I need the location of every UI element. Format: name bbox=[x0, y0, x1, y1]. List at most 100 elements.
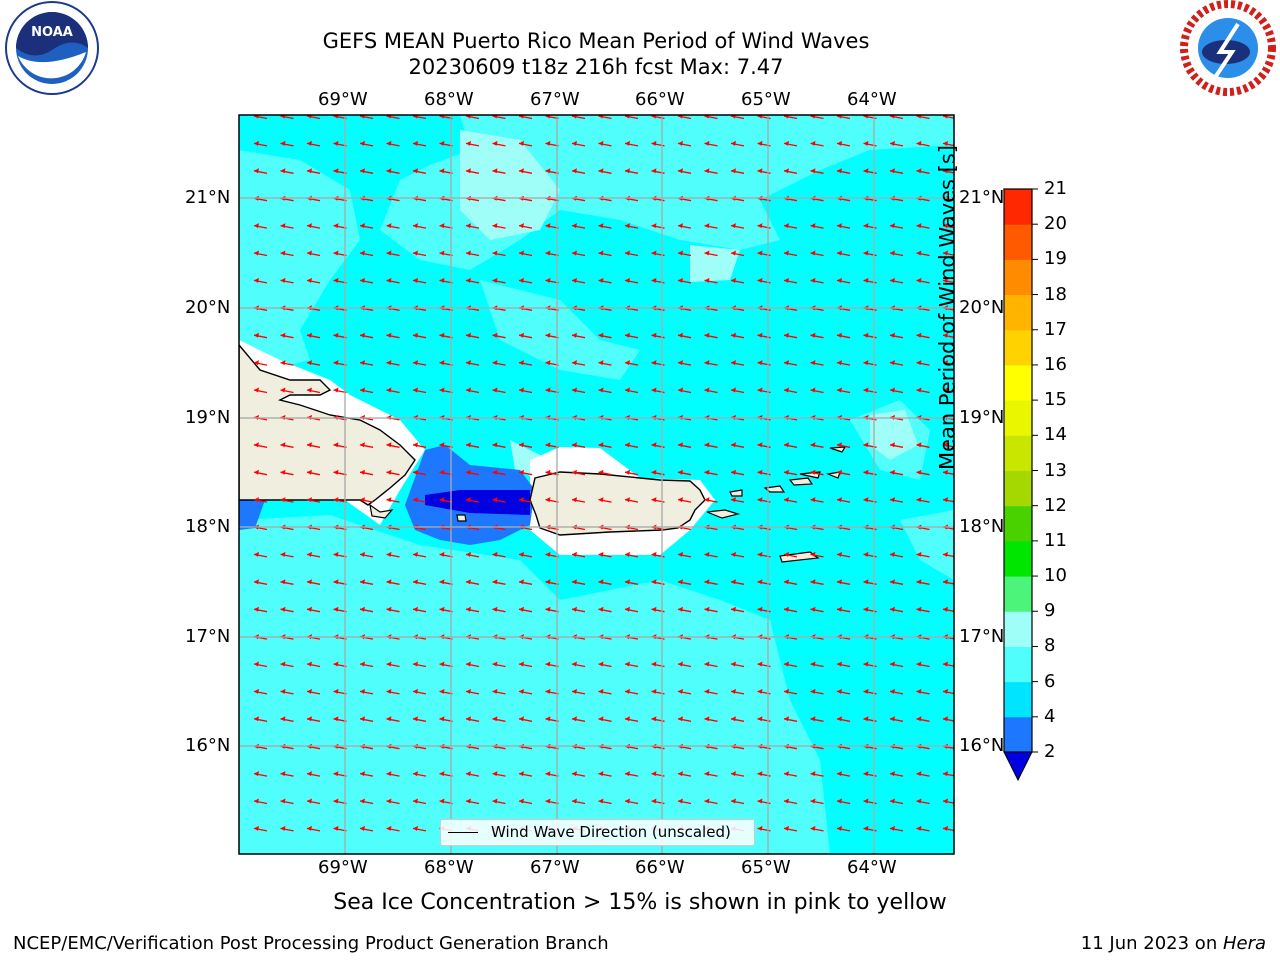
wind-arrow-head bbox=[307, 688, 312, 694]
wind-arrow-head bbox=[386, 168, 392, 174]
wind-arrow-head bbox=[333, 115, 339, 119]
wind-arrow-head bbox=[333, 387, 339, 393]
wind-arrow-head bbox=[333, 825, 339, 831]
wind-arrow-head bbox=[704, 223, 710, 229]
wind-arrow-head bbox=[466, 716, 471, 722]
wind-arrow-head bbox=[333, 579, 339, 585]
wind-arrow-head bbox=[704, 277, 710, 283]
wind-arrow-head bbox=[519, 115, 524, 119]
wind-arrow-head bbox=[651, 168, 657, 174]
colorbar-segment bbox=[1004, 470, 1032, 507]
wind-arrow-head bbox=[757, 387, 763, 393]
wind-arrow-head bbox=[413, 250, 418, 256]
wind-arrow-head bbox=[784, 579, 789, 585]
wind-arrow-head bbox=[333, 277, 339, 283]
wind-arrow-head bbox=[863, 606, 869, 612]
wind-arrow-head bbox=[810, 332, 816, 338]
wind-arrow-head bbox=[784, 606, 789, 612]
wind-arrow-head bbox=[598, 360, 604, 366]
wind-arrow-head bbox=[651, 551, 657, 557]
colorbar-segment bbox=[1004, 435, 1032, 471]
wind-arrow-head bbox=[863, 442, 869, 448]
sea-ice-note: Sea Ice Concentration > 15% is shown in … bbox=[333, 890, 947, 915]
wind-arrow-head bbox=[307, 140, 312, 146]
wind-arrow-head bbox=[545, 798, 551, 804]
wind-arrow-head bbox=[784, 277, 789, 283]
wind-arrow-head bbox=[890, 771, 895, 777]
wind-arrow-head bbox=[731, 716, 736, 722]
wind-arrow-head bbox=[625, 168, 630, 174]
wind-arrow-head bbox=[598, 688, 604, 694]
wind-arrow-head bbox=[360, 387, 365, 393]
wind-arrow-head bbox=[386, 332, 392, 338]
wind-arrow-head bbox=[360, 360, 365, 366]
wind-arrow-head bbox=[598, 606, 604, 612]
colorbar-tick-label: 15 bbox=[1044, 389, 1067, 411]
wind-arrow-head bbox=[333, 606, 339, 612]
wind-arrow-head bbox=[625, 360, 630, 366]
noaa-logo-text: NOAA bbox=[31, 25, 73, 40]
wind-arrow-head bbox=[439, 606, 445, 612]
wind-arrow-head bbox=[890, 387, 895, 393]
colorbar-tick-label: 20 bbox=[1044, 213, 1067, 235]
wind-arrow-head bbox=[916, 442, 922, 448]
lat-label-right: 19°N bbox=[959, 407, 1005, 428]
wind-arrow-head bbox=[651, 606, 657, 612]
wind-arrow-head bbox=[625, 387, 630, 393]
wind-arrow-head bbox=[678, 661, 683, 667]
wind-arrow-head bbox=[386, 442, 392, 448]
wind-arrow-head bbox=[704, 551, 710, 557]
wind-arrow-head bbox=[757, 798, 763, 804]
colorbar-segment bbox=[1004, 329, 1032, 366]
wind-arrow-head bbox=[678, 360, 683, 366]
wind-arrow-head bbox=[439, 688, 445, 694]
wind-arrow-head bbox=[360, 551, 365, 557]
wind-arrow-head bbox=[466, 277, 471, 283]
wind-arrow-head bbox=[307, 606, 312, 612]
wind-arrow-head bbox=[625, 277, 630, 283]
wind-arrow-head bbox=[439, 360, 445, 366]
wind-arrow-head bbox=[757, 332, 763, 338]
wind-arrow-head bbox=[280, 825, 286, 831]
colorbar-tick-label: 4 bbox=[1044, 705, 1056, 727]
colorbar-segment bbox=[1004, 189, 1032, 225]
wind-arrow-head bbox=[439, 497, 445, 503]
wind-arrow-head bbox=[598, 661, 604, 667]
wind-arrow-head bbox=[333, 688, 339, 694]
wind-arrow-head bbox=[810, 661, 816, 667]
wind-arrow-head bbox=[863, 661, 869, 667]
wind-arrow-head bbox=[466, 798, 471, 804]
wind-arrow-head bbox=[598, 168, 604, 174]
lon-label-bottom: 67°W bbox=[530, 857, 580, 878]
wind-arrow-head bbox=[784, 387, 789, 393]
wind-arrow-head bbox=[704, 798, 710, 804]
wind-arrow-head bbox=[386, 688, 392, 694]
wind-arrow-head bbox=[386, 115, 392, 119]
wind-arrow-head bbox=[572, 497, 577, 503]
wind-arrow-head bbox=[466, 223, 471, 229]
wind-arrow-head bbox=[704, 250, 710, 256]
wind-arrow-head bbox=[784, 771, 789, 777]
wind-arrow-head bbox=[863, 551, 869, 557]
wind-arrow-head bbox=[837, 661, 842, 667]
wind-arrow-head bbox=[492, 771, 498, 777]
wind-arrow-head bbox=[863, 140, 869, 146]
wind-arrow-head bbox=[307, 115, 312, 119]
wind-arrow-head bbox=[519, 387, 524, 393]
wind-arrow-head bbox=[678, 771, 683, 777]
wind-arrow-head bbox=[810, 469, 816, 475]
wind-arrow-head bbox=[784, 168, 789, 174]
wind-arrow-head bbox=[757, 277, 763, 283]
wind-arrow-head bbox=[704, 579, 710, 585]
wind-arrow-head bbox=[651, 688, 657, 694]
wind-arrow-head bbox=[731, 332, 736, 338]
wind-arrow-head bbox=[916, 250, 922, 256]
wind-arrow-head bbox=[333, 250, 339, 256]
colorbar-tick-label: 18 bbox=[1044, 283, 1067, 305]
wind-arrow-head bbox=[863, 223, 869, 229]
wind-arrow-head bbox=[413, 360, 418, 366]
wind-arrow-head bbox=[863, 332, 869, 338]
wind-arrow-head bbox=[492, 798, 498, 804]
wind-arrow-head bbox=[413, 140, 418, 146]
colorbar-segment bbox=[1004, 716, 1032, 753]
